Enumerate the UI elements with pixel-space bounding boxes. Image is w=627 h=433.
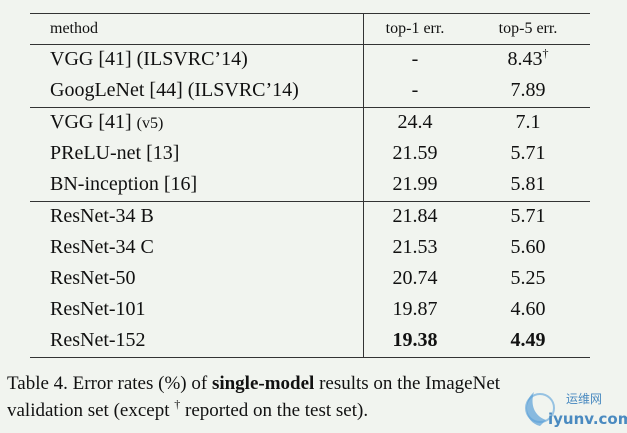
header-cell: top-5 err.: [498, 20, 558, 37]
top5-cell: 8.43†: [478, 47, 578, 71]
method-cell: GoogLeNet [44] (ILSVRC’14): [50, 78, 299, 102]
method-cell: ResNet-34 B: [50, 204, 154, 228]
caption-line: validation set (except † reported on the…: [7, 397, 369, 423]
top5-cell: 4.49: [478, 328, 578, 352]
top1-cell: 24.4: [397, 111, 433, 133]
method-cell: PReLU-net [13]: [50, 141, 179, 165]
top5-text: 4.49: [510, 329, 546, 351]
top5-text: 4.60: [510, 298, 546, 320]
method-text: BN-inception [16]: [50, 173, 198, 195]
header-cell: method: [50, 20, 98, 37]
method-text: ResNet-34 C: [50, 236, 154, 258]
method-text: ResNet-34 B: [50, 205, 154, 227]
top5-cell: 5.25: [478, 266, 578, 290]
watermark-url: iyunv.com: [548, 410, 627, 428]
caption-text: validation set (except: [7, 400, 175, 421]
top1-cell: 19.87: [392, 298, 438, 320]
top5-text: 7.1: [515, 111, 541, 133]
caption-text: results on the ImageNet: [314, 373, 501, 394]
caption-line: Table 4. Error rates (%) of single-model…: [7, 372, 500, 396]
caption-bold: single-model: [211, 373, 315, 394]
caption-sup: †: [174, 397, 181, 411]
method-text: GoogLeNet [44] (ILSVRC’14): [50, 79, 299, 101]
top1-cell: 19.38: [392, 329, 438, 351]
method-text: PReLU-net [13]: [50, 142, 180, 164]
top1-cell: 21.84: [392, 205, 438, 227]
method-cell: ResNet-152: [50, 328, 146, 352]
method-suffix: (v5): [136, 115, 164, 132]
top1-cell: 20.74: [392, 267, 438, 289]
rule: [30, 107, 590, 108]
top5-cell: 5.60: [478, 235, 578, 259]
method-text: VGG [41]: [50, 111, 132, 133]
top1-cell: 21.53: [392, 236, 438, 258]
top5-cell: 7.1: [478, 110, 578, 134]
top5-cell: 5.81: [478, 172, 578, 196]
top1-cell: 21.59: [392, 142, 438, 164]
method-text: ResNet-101: [50, 298, 146, 320]
method-cell: VGG [41] (v5): [50, 110, 163, 136]
method-text: ResNet-152: [50, 329, 146, 351]
top5-text: 5.71: [510, 142, 546, 164]
method-text: ResNet-50: [50, 267, 136, 289]
method-cell: ResNet-101: [50, 297, 146, 321]
method-cell: BN-inception [16]: [50, 172, 197, 196]
top5-cell: 4.60: [478, 297, 578, 321]
method-cell: ResNet-50: [50, 266, 136, 290]
top1-cell: -: [411, 79, 419, 101]
top5-cell: 5.71: [478, 141, 578, 165]
top5-sup: †: [542, 46, 549, 60]
column-divider: [363, 13, 364, 357]
top5-text: 5.71: [510, 205, 546, 227]
top5-cell: 5.71: [478, 204, 578, 228]
top5-text: 7.89: [510, 79, 546, 101]
method-cell: VGG [41] (ILSVRC’14): [50, 47, 248, 71]
top1-cell: -: [411, 48, 419, 70]
rule: [30, 44, 590, 45]
top5-text: 5.60: [510, 236, 546, 258]
top5-text: 8.43: [507, 48, 543, 70]
header-cell: top-1 err.: [385, 20, 445, 37]
watermark-logo: [525, 392, 555, 426]
top1-cell: 21.99: [392, 173, 438, 195]
caption-text: Table 4. Error rates (%) of: [7, 373, 212, 394]
method-cell: ResNet-34 C: [50, 235, 154, 259]
watermark-cn: 运维网: [566, 392, 603, 406]
rule: [30, 357, 590, 358]
top5-text: 5.25: [510, 267, 546, 289]
top5-cell: 7.89: [478, 78, 578, 102]
method-text: VGG [41] (ILSVRC’14): [50, 48, 248, 70]
rule: [30, 13, 590, 14]
caption-text: reported on the test set).: [180, 400, 369, 421]
rule: [30, 201, 590, 202]
top5-text: 5.81: [510, 173, 546, 195]
